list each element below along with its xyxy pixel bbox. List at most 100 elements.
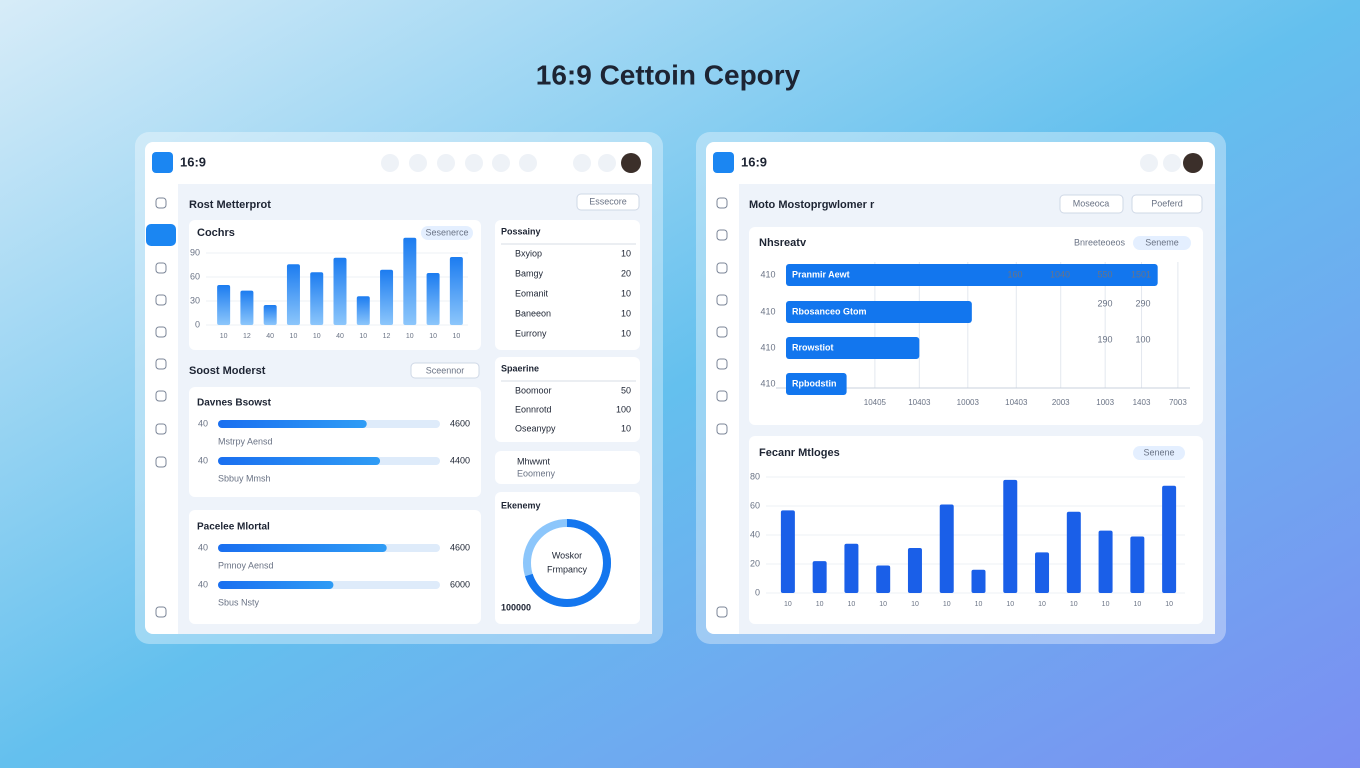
y-tick-label: 0 <box>755 587 760 597</box>
badge <box>1133 446 1185 460</box>
logo: 16:9 <box>180 154 206 169</box>
amount: 4400 <box>450 455 470 465</box>
row-note: 100 <box>1135 334 1150 344</box>
sidebar-icon[interactable] <box>716 423 728 435</box>
x-tick-label: 10403 <box>908 398 931 407</box>
bar-label: Rrowstiot <box>792 342 834 352</box>
bar <box>1098 530 1113 593</box>
header-icon[interactable] <box>1163 154 1181 172</box>
header-icon[interactable] <box>381 154 399 172</box>
x-tick-label: 10 <box>220 333 228 340</box>
card-title: Possainy <box>501 226 541 236</box>
amount: 6000 <box>450 579 470 589</box>
header-icon[interactable] <box>519 154 537 172</box>
row-label: Baneeon <box>515 308 551 318</box>
sidebar-icon[interactable] <box>716 262 728 274</box>
bar <box>786 264 1158 286</box>
button-label: Poeferd <box>1151 198 1183 208</box>
sidebar-active[interactable] <box>146 224 176 246</box>
sidebar-icon[interactable] <box>155 262 167 274</box>
row-value: 100 <box>616 404 631 414</box>
x-tick-label: 10 <box>816 601 824 608</box>
button[interactable] <box>1059 194 1124 214</box>
row-note: 290 <box>1135 298 1150 308</box>
header-icon[interactable] <box>1140 154 1158 172</box>
sidebar-icon[interactable] <box>716 358 728 370</box>
bar <box>240 290 254 325</box>
row-label: Bxyiop <box>515 248 542 258</box>
header-icon[interactable] <box>492 154 510 172</box>
row-label: Eurrony <box>515 328 547 338</box>
x-tick-label: 10 <box>1070 601 1078 608</box>
card-title: Nhsreatv <box>759 237 807 249</box>
card-title: Pacelee Mlortal <box>197 522 270 533</box>
sidebar-icon[interactable] <box>716 326 728 338</box>
x-tick-label: 10403 <box>1005 398 1028 407</box>
sidebar-icon[interactable] <box>155 294 167 306</box>
mini-title: Mhwwnt <box>517 456 551 466</box>
row-value: 10 <box>621 288 631 298</box>
item-label: Sbbuy Mmsh <box>218 473 271 483</box>
bar <box>786 373 847 395</box>
avatar[interactable] <box>1183 153 1203 173</box>
x-tick-label: 40 <box>266 333 274 340</box>
y-tick-label: 30 <box>190 295 200 305</box>
sidebar-icon[interactable] <box>155 358 167 370</box>
bar <box>812 561 827 593</box>
button[interactable] <box>1131 194 1203 214</box>
bar <box>1035 552 1050 593</box>
avatar[interactable] <box>621 153 641 173</box>
bar <box>426 273 440 325</box>
tick: 40 <box>198 455 208 465</box>
card <box>495 357 640 442</box>
sidebar-icon[interactable] <box>716 390 728 402</box>
button[interactable] <box>410 362 480 379</box>
header-icon[interactable] <box>409 154 427 172</box>
bar <box>939 504 954 593</box>
sidebar-icon[interactable] <box>155 197 167 209</box>
bar <box>333 257 347 325</box>
header-icon[interactable] <box>437 154 455 172</box>
sidebar-icon[interactable] <box>155 390 167 402</box>
logo-icon <box>713 152 734 173</box>
row-value: 10 <box>621 248 631 258</box>
tick: 40 <box>198 579 208 589</box>
sidebar-icon[interactable] <box>716 606 728 618</box>
bar <box>217 285 231 325</box>
row-note: 190 <box>1097 334 1112 344</box>
x-tick-label: 1003 <box>1096 398 1114 407</box>
sidebar-icon[interactable] <box>155 423 167 435</box>
sidebar-icon[interactable] <box>155 326 167 338</box>
card <box>749 436 1203 624</box>
bar <box>844 543 859 593</box>
x-tick-label: 10 <box>1038 601 1046 608</box>
y-tick-label: 410 <box>760 269 775 279</box>
sidebar-icon[interactable] <box>716 294 728 306</box>
x-tick-label: 12 <box>383 333 391 340</box>
amount: 4600 <box>450 542 470 552</box>
amount: 4600 <box>450 418 470 428</box>
bar <box>1162 485 1177 593</box>
header-icon[interactable] <box>465 154 483 172</box>
x-tick-label: 10 <box>406 333 414 340</box>
row-value: 10 <box>621 328 631 338</box>
sidebar-icon[interactable] <box>716 197 728 209</box>
sidebar-icon[interactable] <box>155 456 167 468</box>
card <box>189 387 481 497</box>
x-tick-label: 10 <box>290 333 298 340</box>
header-icon[interactable] <box>598 154 616 172</box>
button[interactable] <box>576 193 640 211</box>
bar <box>449 257 463 325</box>
x-tick-label: 10 <box>784 601 792 608</box>
donut-total: 100000 <box>501 602 531 612</box>
bar <box>356 296 370 325</box>
x-tick-label: 10 <box>452 333 460 340</box>
bar <box>786 337 920 359</box>
header-icon[interactable] <box>573 154 591 172</box>
button-label: Essecore <box>589 196 627 206</box>
bar <box>1066 511 1081 593</box>
logo-icon <box>152 152 173 173</box>
sidebar-icon[interactable] <box>155 606 167 618</box>
sidebar-icon[interactable] <box>716 229 728 241</box>
